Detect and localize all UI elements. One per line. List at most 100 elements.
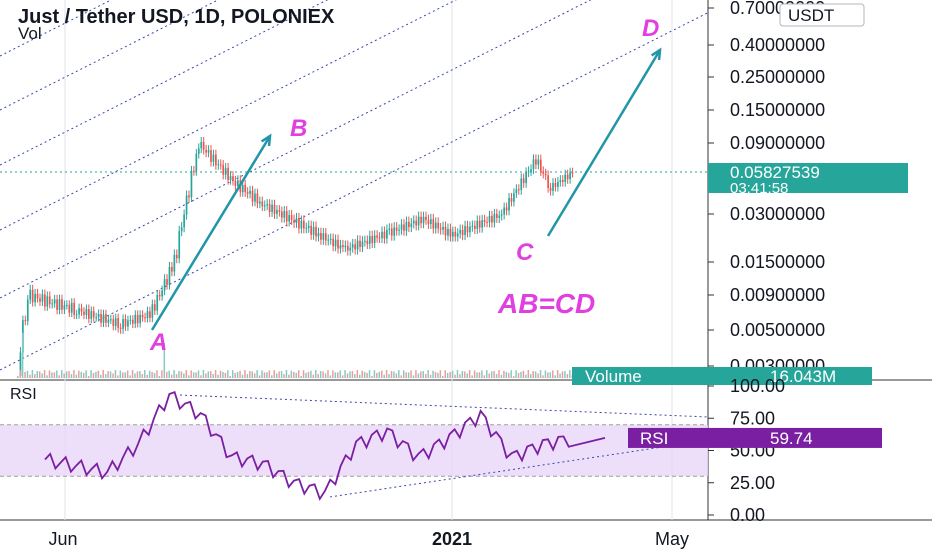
volume-bar xyxy=(139,371,141,378)
candle-body xyxy=(41,294,44,302)
candle-body xyxy=(410,223,413,228)
candle-body xyxy=(339,245,342,249)
candle-body xyxy=(473,225,476,229)
volume-bar xyxy=(102,370,104,378)
candle-body xyxy=(381,231,383,238)
volume-bar xyxy=(486,370,488,378)
candle-body xyxy=(19,352,22,376)
volume-bar xyxy=(522,370,525,378)
candle-body xyxy=(144,317,146,319)
volume-bar xyxy=(68,371,70,378)
volume-bar xyxy=(464,371,466,378)
candle-body xyxy=(48,296,51,305)
candle-body xyxy=(483,220,486,222)
price-tick-label: 0.40000000 xyxy=(730,35,825,55)
candle-body xyxy=(569,172,571,180)
volume-bar xyxy=(363,371,366,378)
volume-bar xyxy=(36,371,39,378)
candle-body xyxy=(102,314,105,323)
candle-body xyxy=(139,314,142,324)
candle-body xyxy=(564,174,567,182)
volume-bar xyxy=(552,370,554,378)
candle-body xyxy=(337,239,339,249)
candle-body xyxy=(486,221,488,223)
volume-bar xyxy=(166,371,168,378)
volume-bar xyxy=(483,375,486,378)
volume-bar xyxy=(266,372,268,378)
volume-bar xyxy=(253,373,256,378)
volume-bar xyxy=(156,370,158,378)
candle-body xyxy=(26,299,29,321)
volume-bar xyxy=(251,371,253,378)
candle-body xyxy=(530,169,532,172)
candle-body xyxy=(163,279,166,291)
volume-bar xyxy=(170,374,173,378)
candle-body xyxy=(70,302,73,313)
candle-body xyxy=(109,319,112,321)
volume-bar xyxy=(63,373,65,378)
candle-body xyxy=(398,229,400,231)
candle-body xyxy=(376,235,378,238)
candle-body xyxy=(300,220,303,229)
volume-bar xyxy=(549,372,552,378)
volume-bar xyxy=(393,371,395,378)
candle-body xyxy=(202,141,205,150)
candle-body xyxy=(571,172,574,174)
volume-bar xyxy=(295,372,297,378)
volume-bar xyxy=(19,370,21,378)
candle-body xyxy=(24,320,27,322)
candle-body xyxy=(53,299,56,304)
volume-bar xyxy=(224,372,227,378)
candle-body xyxy=(183,214,185,228)
candle-body xyxy=(437,222,440,229)
candle-body xyxy=(537,159,540,165)
candle-body xyxy=(87,309,90,319)
label-d: D xyxy=(642,15,659,42)
candle-body xyxy=(161,290,163,297)
candle-body xyxy=(361,241,364,247)
volume-group xyxy=(17,332,574,378)
time-tick-label: Jun xyxy=(48,529,77,549)
volume-bar xyxy=(315,370,317,378)
arrow-ab-head xyxy=(260,133,272,147)
candle-body xyxy=(254,193,256,202)
candle-body xyxy=(554,183,557,187)
volume-bar xyxy=(24,371,26,378)
candle-body xyxy=(168,266,171,285)
volume-bar xyxy=(285,370,288,378)
volume-bar xyxy=(34,374,36,378)
candle-body xyxy=(122,318,124,329)
candle-body xyxy=(234,180,237,186)
candle-body xyxy=(293,219,295,223)
label-b: B xyxy=(290,115,307,142)
last-price-value: 0.05827539 xyxy=(730,163,820,182)
last-price-countdown: 03:41:58 xyxy=(730,180,788,197)
volume-bar xyxy=(241,374,244,378)
volume-bar xyxy=(339,370,341,378)
volume-bar xyxy=(344,370,346,378)
candle-body xyxy=(417,216,420,226)
candle-body xyxy=(515,189,518,194)
candle-body xyxy=(422,216,425,224)
candle-body xyxy=(493,213,496,223)
volume-bar xyxy=(376,372,378,378)
volume-bar xyxy=(554,375,556,378)
chart-title: Just / Tether USD, 1D, POLONIEX xyxy=(18,6,335,28)
candle-body xyxy=(100,313,102,323)
volume-bar xyxy=(51,372,53,378)
candle-body xyxy=(134,314,137,324)
candle-body xyxy=(97,313,100,318)
candle-body xyxy=(171,266,173,272)
candle-body xyxy=(539,159,542,172)
candle-body xyxy=(34,293,36,303)
candle-body xyxy=(464,226,466,236)
volume-bar xyxy=(473,370,476,378)
volume-bar xyxy=(322,371,324,378)
volume-bar xyxy=(368,370,371,378)
volume-bar xyxy=(134,373,136,378)
volume-bar xyxy=(38,371,41,378)
volume-bar xyxy=(305,372,307,378)
candle-body xyxy=(178,231,181,259)
volume-bar xyxy=(547,372,549,378)
